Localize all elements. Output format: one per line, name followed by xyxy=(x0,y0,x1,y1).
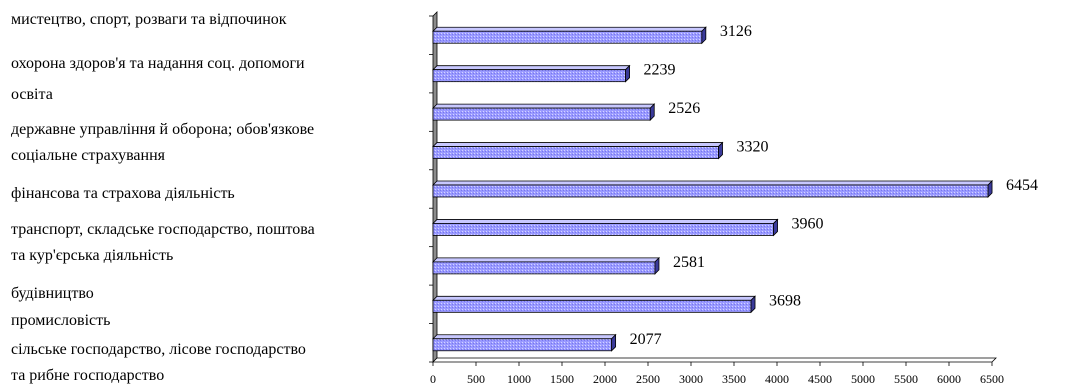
category-label-line: освіта xyxy=(11,86,53,103)
bar xyxy=(432,180,994,198)
x-tick-label: 6500 xyxy=(980,372,1004,386)
x-tick-label: 3000 xyxy=(679,372,703,386)
value-label: 6454 xyxy=(1006,177,1038,194)
x-tick-label: 0 xyxy=(430,372,436,386)
bar xyxy=(432,103,656,122)
value-label: 2239 xyxy=(644,62,676,79)
value-label: 3320 xyxy=(737,139,769,156)
value-label: 2077 xyxy=(630,331,662,348)
category-label-line: державне управління й оборона; обов'язко… xyxy=(11,121,315,138)
bar xyxy=(432,333,617,352)
bar xyxy=(432,64,631,83)
category-label-line: та рибне господарство xyxy=(11,367,165,384)
x-tick-label: 3500 xyxy=(722,372,746,386)
value-label: 3960 xyxy=(792,215,824,232)
category-label-line: фінансова та страхова діяльність xyxy=(11,185,235,202)
category-label-line: та кур'єрська діяльність xyxy=(11,247,174,264)
bars xyxy=(432,26,994,352)
bar xyxy=(432,26,707,45)
category-label-line: транспорт, складське господарство, пошто… xyxy=(11,221,315,238)
category-label-line: будівництво xyxy=(11,285,94,302)
x-tick-labels: 0 500 1000 1500 2000 2500 3000 3500 4000 4500 5000… xyxy=(430,372,1004,386)
category-label-line: мистецтво, спорт, розваги та відпочинок xyxy=(11,11,287,28)
x-tick-label: 6000 xyxy=(937,372,961,386)
value-label: 2581 xyxy=(673,254,705,271)
axis-floor xyxy=(432,357,997,363)
bar xyxy=(432,256,660,275)
value-label: 3698 xyxy=(769,292,801,309)
x-tick-label: 1500 xyxy=(550,372,574,386)
x-tick-label: 5000 xyxy=(851,372,875,386)
category-label-line: сільське господарство, лісове господарст… xyxy=(11,341,306,358)
value-labels: 3126 2239 2526 3320 6454 3960 2581 3698 2077 xyxy=(630,23,1038,348)
x-tick-label: 4500 xyxy=(808,372,832,386)
value-label: 2526 xyxy=(668,100,700,117)
bar xyxy=(432,141,724,160)
category-label-line: охорона здоров'я та надання соц. допомог… xyxy=(11,55,305,72)
x-tick-label: 2500 xyxy=(636,372,660,386)
x-tick-label: 4000 xyxy=(765,372,789,386)
category-label-line: соціальне страхування xyxy=(11,147,166,164)
x-tick-label: 2000 xyxy=(593,372,617,386)
value-label: 3126 xyxy=(720,23,752,40)
x-tick-label: 5500 xyxy=(894,372,918,386)
bar xyxy=(432,295,756,314)
bar xyxy=(432,218,779,237)
category-label-line: промисловість xyxy=(11,312,111,329)
x-tick-label: 1000 xyxy=(507,372,531,386)
x-tick-label: 500 xyxy=(467,372,485,386)
